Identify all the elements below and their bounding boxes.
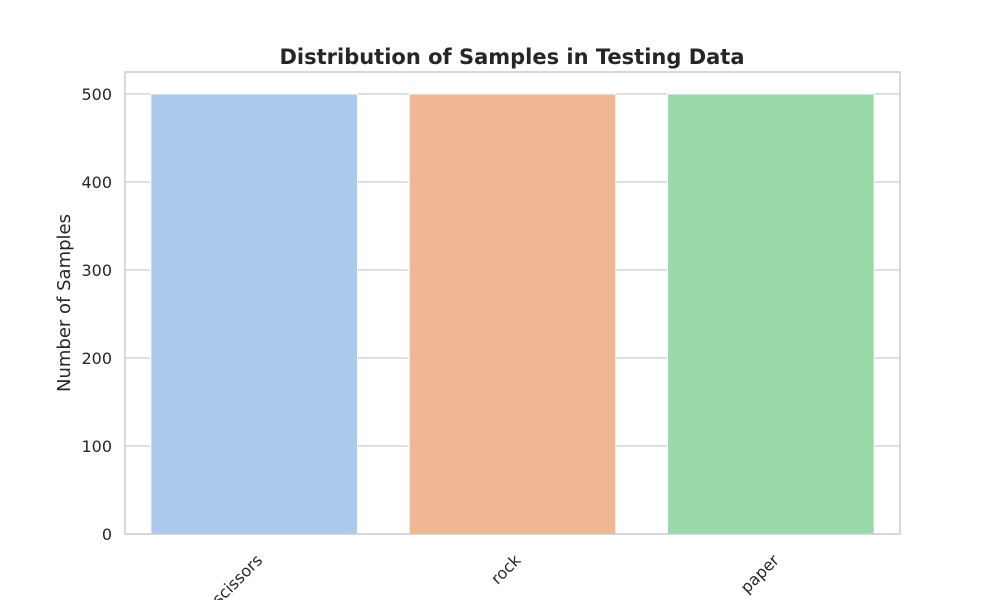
y-axis-ticks: 0 100 200 300 400 500	[81, 85, 112, 544]
plot-frame	[124, 71, 901, 535]
chart-title: Distribution of Samples in Testing Data	[279, 45, 744, 69]
bar-scissors	[150, 93, 358, 535]
y-tick-label: 100	[81, 437, 112, 456]
y-tick-label: 0	[102, 525, 112, 544]
y-tick-label: 500	[81, 85, 112, 104]
y-tick-label: 400	[81, 173, 112, 192]
y-tick-label: 300	[81, 261, 112, 280]
y-axis-label: Number of Samples	[54, 214, 75, 392]
bar-paper	[667, 93, 875, 535]
bar-rock	[408, 93, 617, 535]
bars	[150, 93, 875, 535]
y-tick-label: 200	[81, 349, 112, 368]
